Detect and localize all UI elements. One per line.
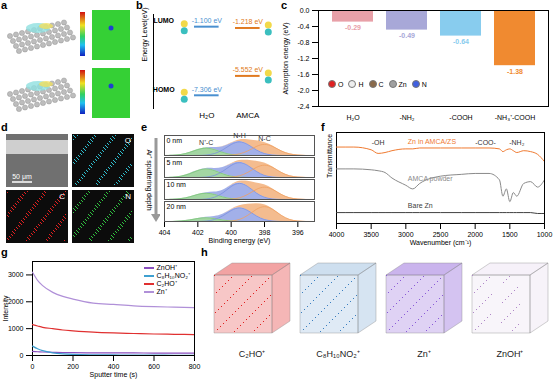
svg-text:3000: 3000	[8, 271, 24, 278]
svg-text:Intensity: Intensity	[2, 295, 10, 322]
html-text:ZnOH⁺: ZnOH⁺	[156, 264, 178, 271]
svg-text:1500: 1500	[502, 231, 518, 238]
html-text:Zn⁺: Zn⁺	[156, 288, 167, 295]
svg-text:Binding energy (eV): Binding energy (eV)	[209, 237, 271, 245]
svg-text:N: N	[125, 192, 131, 201]
svg-text:0: 0	[31, 363, 35, 370]
svg-text:Energy Level(eV): Energy Level(eV)	[141, 7, 149, 61]
html-text:a: a	[1, 0, 8, 11]
svg-text:400: 400	[108, 363, 120, 370]
svg-text:10 nm: 10 nm	[167, 181, 187, 188]
svg-text:C: C	[59, 192, 65, 201]
svg-text:-1.100 eV: -1.100 eV	[192, 17, 223, 24]
html-text:O: O	[338, 80, 344, 88]
svg-text:3500: 3500	[363, 231, 379, 238]
svg-text:2500: 2500	[433, 231, 449, 238]
svg-text:5 nm: 5 nm	[167, 159, 183, 166]
html-text:N: N	[421, 80, 427, 88]
svg-text:400: 400	[225, 229, 237, 236]
svg-text:O: O	[125, 136, 131, 145]
svg-text:C₈H₁₀NO₂⁺: C₈H₁₀NO₂⁺	[316, 349, 360, 359]
svg-text:396: 396	[292, 229, 304, 236]
svg-text:H₂O: H₂O	[199, 111, 214, 120]
html-text:h: h	[201, 246, 208, 258]
svg-text:-NH₂: -NH₂	[509, 139, 524, 146]
svg-text:ZnOH⁺: ZnOH⁺	[496, 349, 523, 359]
svg-text:-NH₂: -NH₂	[399, 114, 414, 121]
html-text:C₂HO⁺: C₂HO⁺	[156, 280, 177, 287]
svg-text:1000: 1000	[8, 325, 24, 332]
svg-text:H₂O: H₂O	[346, 114, 360, 121]
svg-text:20 nm: 20 nm	[167, 203, 187, 210]
svg-text:-COO-: -COO-	[475, 139, 496, 146]
svg-text:2000: 2000	[467, 231, 483, 238]
svg-text:HOMO: HOMO	[153, 86, 175, 93]
svg-text:402: 402	[192, 229, 204, 236]
svg-text:N-H: N-H	[233, 132, 245, 139]
svg-text:-2.0: -2.0	[297, 87, 309, 94]
html-text:C₈H₁₀NO₂⁺: C₈H₁₀NO₂⁺	[156, 272, 190, 279]
html-text:g: g	[1, 246, 8, 258]
html-text:e: e	[141, 121, 148, 133]
svg-text:-1.2: -1.2	[297, 55, 309, 62]
svg-text:Absorption energy (eV): Absorption energy (eV)	[282, 23, 290, 95]
svg-text:Zn in AMCA/ZS: Zn in AMCA/ZS	[408, 138, 457, 145]
svg-text:600: 600	[148, 363, 160, 370]
html-text:C: C	[378, 80, 384, 88]
svg-text:-0.29: -0.29	[345, 24, 361, 31]
svg-text:0 nm: 0 nm	[167, 137, 183, 144]
svg-text:-1.6: -1.6	[297, 71, 309, 78]
svg-text:Bare Zn: Bare Zn	[408, 202, 433, 209]
svg-text:200: 200	[67, 363, 79, 370]
svg-text:-0.49: -0.49	[399, 32, 415, 39]
html-text:f: f	[321, 121, 325, 133]
svg-text:AMCA: AMCA	[236, 111, 260, 120]
svg-text:Transmittance: Transmittance	[326, 134, 333, 178]
svg-text:AMCA powder: AMCA powder	[408, 175, 453, 183]
svg-text:800: 800	[189, 363, 201, 370]
svg-text:C₂HO⁺: C₂HO⁺	[239, 349, 266, 359]
svg-text:N-C: N-C	[258, 135, 270, 142]
html-text:d: d	[1, 121, 8, 133]
svg-text:Zn⁺: Zn⁺	[417, 349, 431, 359]
svg-text:-0.64: -0.64	[453, 38, 469, 45]
svg-text:-1.218 eV: -1.218 eV	[233, 18, 264, 25]
svg-text:Wavenumber (cm⁻¹): Wavenumber (cm⁻¹)	[410, 239, 472, 247]
svg-text:3000: 3000	[398, 231, 414, 238]
html-text:b: b	[136, 0, 143, 11]
html-text:c: c	[281, 0, 288, 11]
svg-text:-NH₃⁺-COOH: -NH₃⁺-COOH	[495, 114, 536, 121]
svg-text:404: 404	[159, 229, 171, 236]
svg-text:Sputter time (s): Sputter time (s)	[90, 371, 138, 379]
svg-text:N⁺-C: N⁺-C	[199, 139, 213, 146]
svg-text:-2.4: -2.4	[297, 103, 309, 110]
svg-text:LUMO: LUMO	[153, 17, 174, 24]
svg-text:398: 398	[259, 229, 271, 236]
svg-text:-0.4: -0.4	[297, 23, 309, 30]
svg-text:-0.8: -0.8	[297, 39, 309, 46]
svg-text:-COOH: -COOH	[449, 114, 472, 121]
svg-text:Ar⁺ sputtering depth: Ar⁺ sputtering depth	[145, 149, 153, 210]
svg-text:4000: 4000	[329, 231, 345, 238]
svg-text:1000: 1000	[537, 231, 553, 238]
svg-text:-7.306 eV: -7.306 eV	[192, 86, 223, 93]
svg-text:-OH: -OH	[372, 139, 385, 146]
svg-text:0: 0	[20, 352, 24, 359]
svg-text:2000: 2000	[8, 298, 24, 305]
svg-text:-1.38: -1.38	[507, 68, 523, 75]
html-text:H: H	[358, 80, 364, 88]
html-text:Zn: Zn	[398, 80, 407, 88]
svg-text:50 μm: 50 μm	[12, 173, 32, 181]
svg-text:-5.552 eV: -5.552 eV	[233, 66, 264, 73]
svg-text:0.0: 0.0	[300, 7, 310, 14]
